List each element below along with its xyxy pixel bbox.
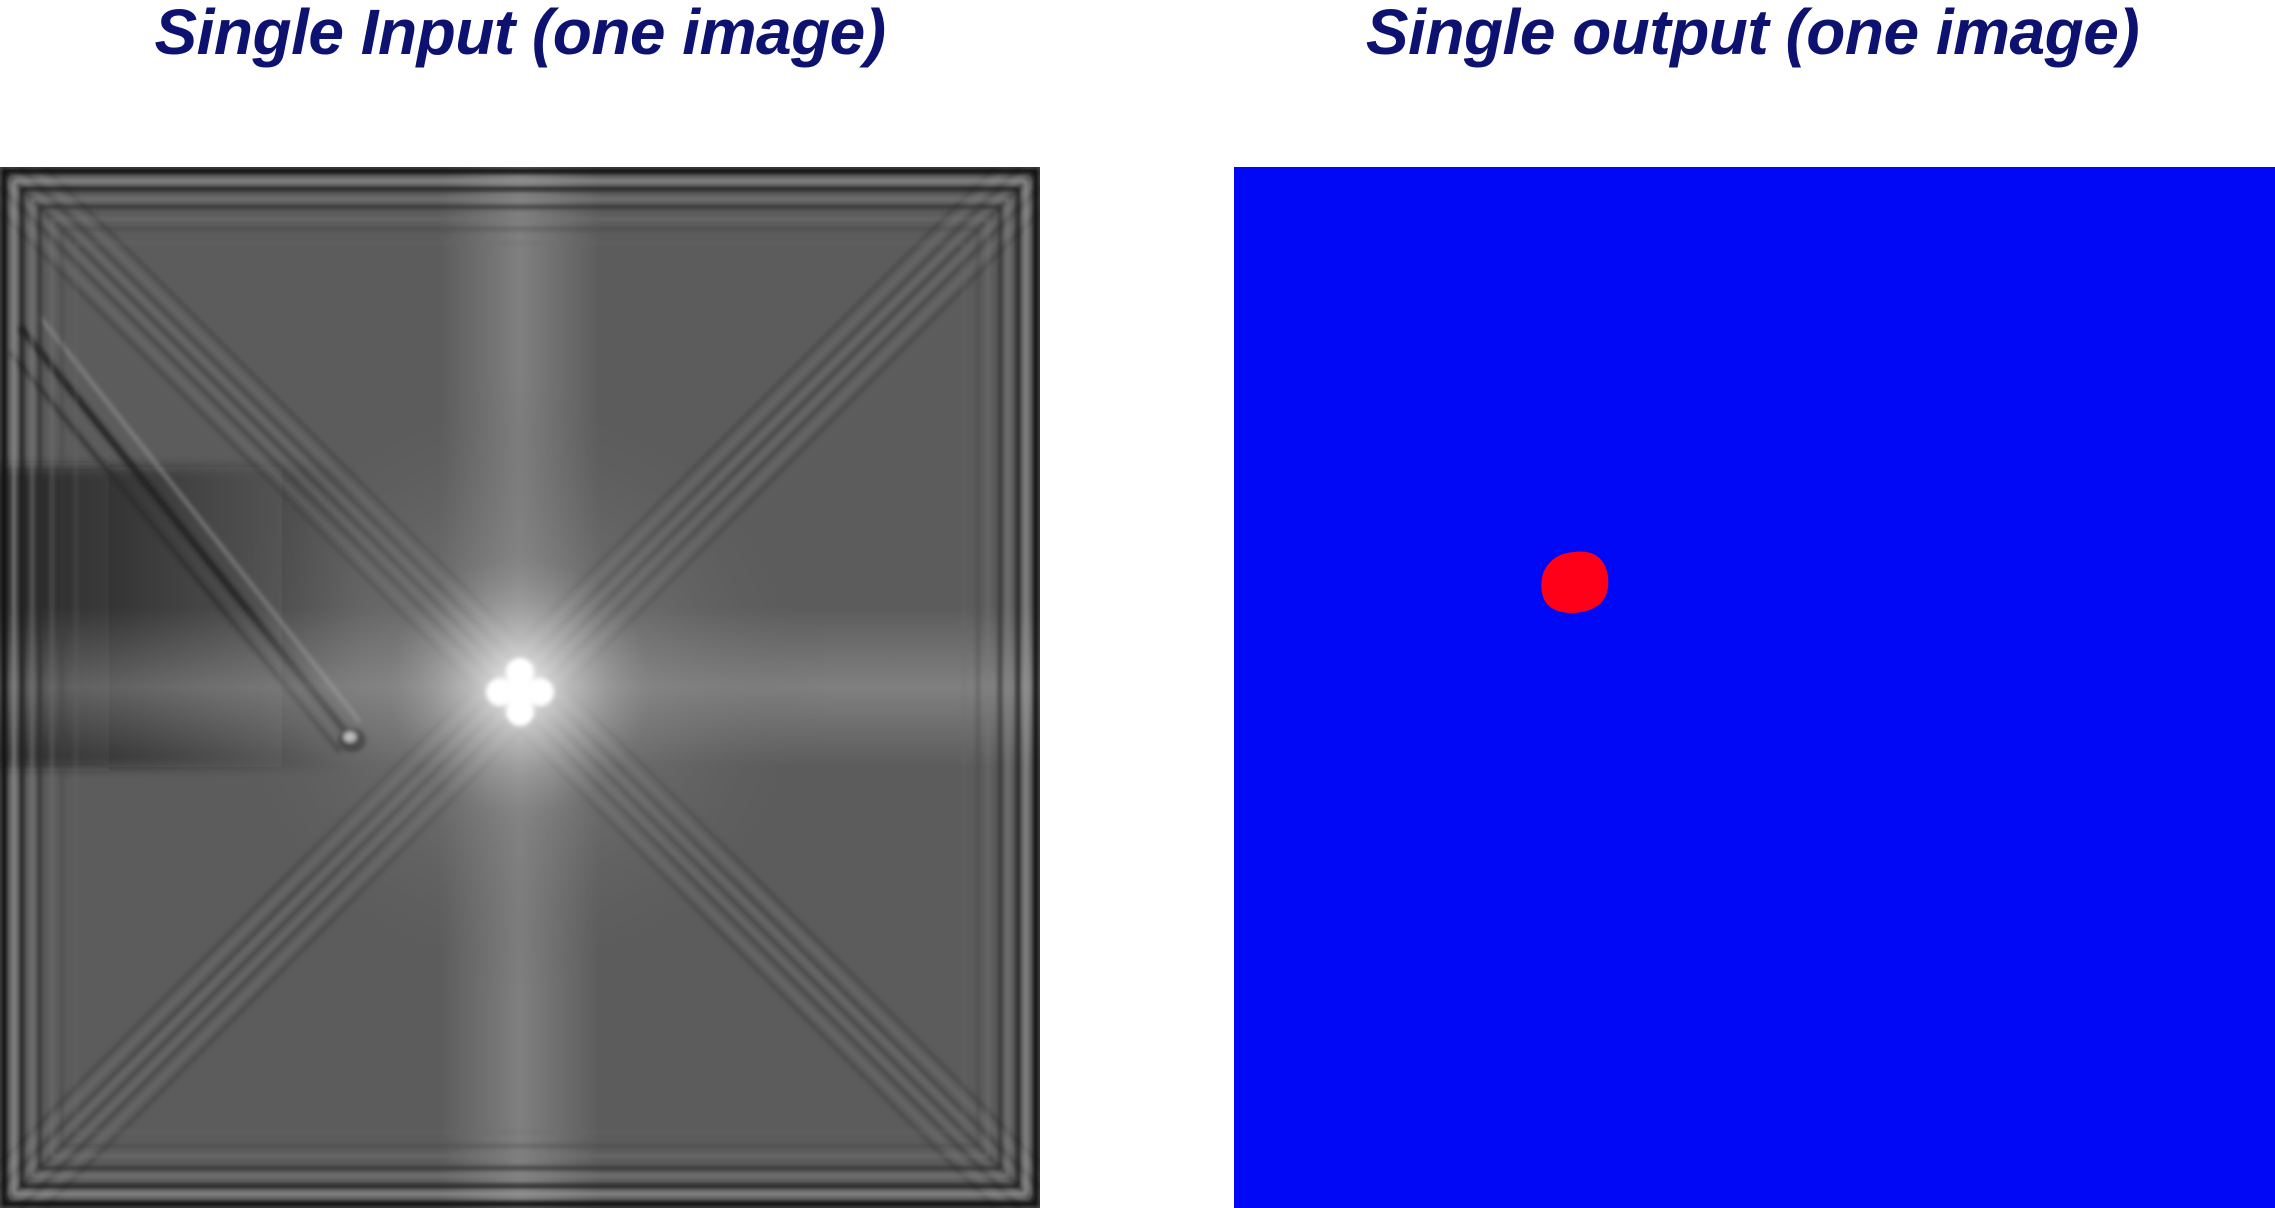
input-image: [0, 167, 1040, 1208]
input-title: Single Input (one image): [154, 0, 886, 68]
output-red-blob: [1541, 551, 1609, 613]
output-background: [1234, 167, 2275, 1208]
output-image: [1234, 167, 2275, 1208]
output-title: Single output (one image): [1365, 0, 2140, 68]
